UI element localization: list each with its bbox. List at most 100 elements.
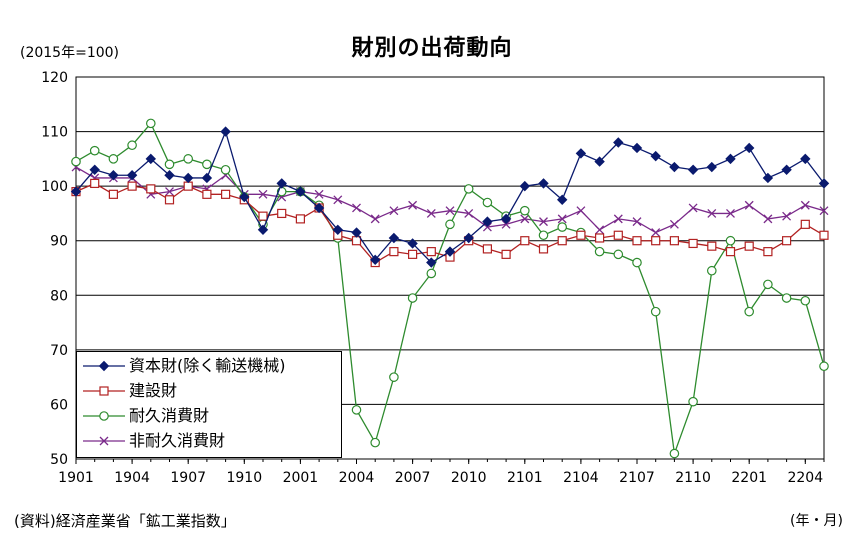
x-tick-label: 1904 (114, 470, 150, 486)
data-point (202, 159, 212, 170)
y-unit-label: (2015年=100) (20, 45, 120, 61)
data-point (108, 154, 119, 164)
data-point (575, 148, 587, 159)
data-point (89, 164, 100, 175)
data-point (332, 224, 344, 236)
legend-label: 資本財(除く輸送機械) (129, 356, 286, 375)
data-point (725, 153, 736, 165)
data-point (762, 172, 774, 184)
x-tick-label: 2007 (395, 470, 431, 486)
data-point (501, 249, 511, 259)
data-point (333, 195, 343, 205)
data-point (651, 228, 661, 237)
data-point (706, 161, 718, 173)
data-point (707, 241, 717, 251)
data-point (408, 249, 418, 259)
data-point (146, 184, 156, 194)
data-point (650, 306, 661, 317)
x-unit-label: (年・月) (790, 513, 843, 529)
legend-marker (99, 436, 109, 446)
data-point (632, 236, 642, 246)
data-point (389, 372, 399, 382)
x-tick-label: 2204 (787, 470, 823, 486)
data-point (182, 172, 194, 184)
data-point (258, 189, 268, 199)
x-tick-label: 2110 (675, 470, 711, 486)
data-point (164, 159, 175, 170)
chart-title: 財別の出荷動向 (351, 36, 513, 61)
data-point (706, 265, 717, 276)
data-point (743, 142, 755, 154)
y-tick-label: 60 (50, 397, 68, 413)
data-point (257, 224, 269, 236)
data-point (781, 293, 792, 303)
data-point (539, 217, 548, 227)
data-point (688, 203, 698, 213)
x-tick-label: 1907 (170, 470, 206, 486)
y-tick-label: 80 (50, 288, 68, 304)
x-tick-label: 1901 (58, 470, 94, 486)
data-point (631, 142, 643, 154)
legend-item-nondurable-goods: 非耐久消費財 (77, 429, 339, 453)
data-point (258, 211, 268, 221)
data-point (557, 236, 567, 246)
legend-marker-circle (83, 411, 125, 421)
x-tick-label: 2101 (507, 470, 543, 486)
data-point (557, 222, 567, 232)
data-point (763, 279, 773, 290)
data-point (389, 247, 399, 257)
data-point (369, 254, 381, 266)
data-point (220, 164, 231, 175)
data-point (370, 437, 380, 448)
data-point (520, 214, 530, 224)
data-point (782, 211, 792, 221)
data-point (800, 153, 811, 165)
data-point (726, 208, 735, 218)
data-point (687, 164, 699, 175)
data-point (426, 247, 436, 257)
data-point (669, 236, 680, 246)
data-point (277, 208, 287, 219)
legend-marker (98, 360, 110, 372)
data-point (819, 206, 829, 216)
y-tick-label: 90 (50, 234, 68, 250)
data-point (818, 178, 830, 189)
data-point (613, 249, 624, 260)
legend-marker (99, 386, 109, 396)
data-point (482, 197, 493, 208)
data-point (145, 153, 157, 165)
data-point (389, 206, 399, 216)
data-point (744, 241, 754, 251)
data-point (669, 448, 680, 459)
data-point (651, 236, 661, 246)
data-point (464, 208, 474, 218)
legend-marker (99, 411, 109, 421)
data-point (239, 191, 250, 203)
data-point (650, 150, 661, 162)
data-point (613, 214, 623, 224)
x-tick-label: 2107 (619, 470, 655, 486)
data-point (613, 230, 623, 240)
data-point (500, 213, 512, 225)
data-point (71, 156, 81, 167)
data-point (426, 208, 436, 218)
x-tick-label: 2010 (451, 470, 487, 486)
y-tick-label: 100 (41, 179, 68, 195)
data-point (538, 230, 549, 241)
legend-marker-x (83, 436, 125, 446)
data-point (408, 200, 418, 210)
data-point (445, 219, 455, 230)
data-point (763, 214, 773, 224)
data-point (613, 137, 624, 148)
data-point (126, 170, 138, 181)
data-point (164, 170, 175, 181)
data-point (688, 238, 698, 249)
data-point (519, 180, 531, 192)
data-point (725, 235, 736, 246)
series-0 (70, 126, 830, 268)
line-chart: 50 60 70 80 90 100 110 120 1901 1904 1907 1910 2001 2… (41, 70, 830, 486)
y-tick-label: 70 (50, 343, 68, 359)
x-tick-label: 2004 (339, 470, 375, 486)
data-point (108, 189, 119, 199)
data-point (744, 306, 754, 317)
